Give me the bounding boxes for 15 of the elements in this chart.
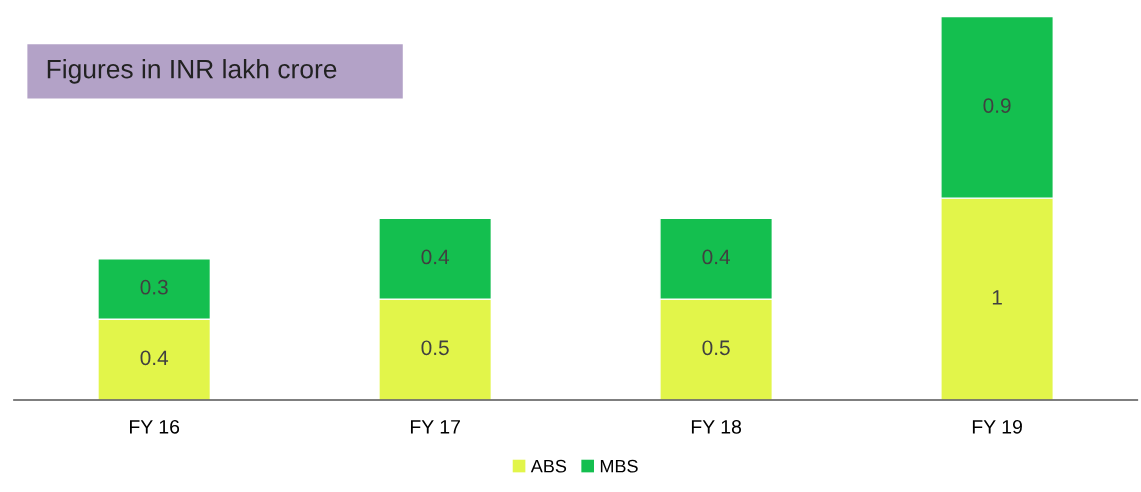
legend-label: MBS [600,459,638,473]
data-label: 0.5 [702,340,730,356]
data-label: 0.3 [140,279,168,295]
x-tick-label: FY 19 [972,419,1022,434]
x-tick-label: FY 17 [410,420,460,434]
data-label: 0.9 [983,98,1011,113]
x-tick-label: FY 16 [130,419,180,434]
data-label: 1 [992,290,1002,305]
x-tick-label: FY 18 [691,419,742,434]
data-label: 0.5 [421,340,449,356]
text: Figures in INR lakh crore [47,59,337,84]
data-label: 0.4 [702,249,730,265]
data-label: 0.4 [140,350,169,366]
legend-label: ABS [530,459,567,473]
data-label: 0.4 [421,249,450,265]
